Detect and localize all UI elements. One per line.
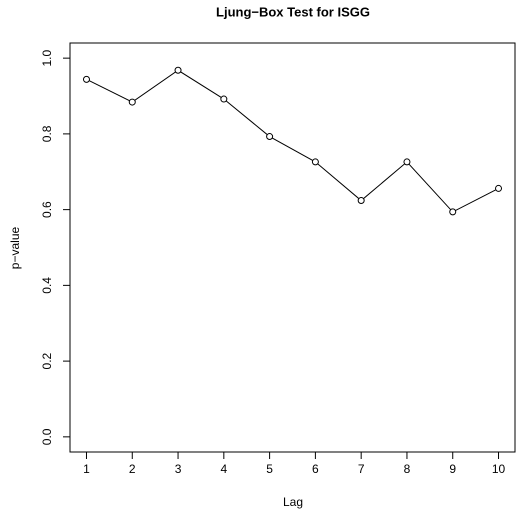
data-point <box>128 98 136 106</box>
x-tick-label: 7 <box>358 462 365 476</box>
x-tick-label: 10 <box>492 462 506 476</box>
data-point <box>174 66 182 74</box>
x-tick-label: 1 <box>83 462 90 476</box>
x-tick-label: 8 <box>404 462 411 476</box>
data-point <box>266 133 274 141</box>
data-point <box>220 95 228 103</box>
x-tick-label: 5 <box>266 462 273 476</box>
y-tick-label: 0.4 <box>40 277 54 294</box>
y-tick-label: 0.2 <box>40 352 54 369</box>
x-tick-label: 9 <box>449 462 456 476</box>
x-tick-label: 4 <box>220 462 227 476</box>
plot-box <box>69 42 516 453</box>
data-point <box>495 184 503 192</box>
series-line <box>86 69 499 213</box>
data-point <box>357 197 365 205</box>
y-tick-label: 0.8 <box>40 125 54 142</box>
y-tick-label: 0.0 <box>40 428 54 445</box>
y-tick-label: 0.6 <box>40 201 54 218</box>
y-axis-label: p−value <box>8 226 22 269</box>
x-tick-label: 2 <box>129 462 136 476</box>
data-point <box>311 158 319 166</box>
y-tick-label: 1.0 <box>40 49 54 66</box>
data-point <box>449 208 457 216</box>
x-axis-label: Lag <box>283 495 303 509</box>
data-point <box>82 75 90 83</box>
x-tick-label: 6 <box>312 462 319 476</box>
data-point <box>403 158 411 166</box>
x-tick-label: 3 <box>175 462 182 476</box>
chart-title: Ljung−Box Test for ISGG <box>216 4 370 19</box>
